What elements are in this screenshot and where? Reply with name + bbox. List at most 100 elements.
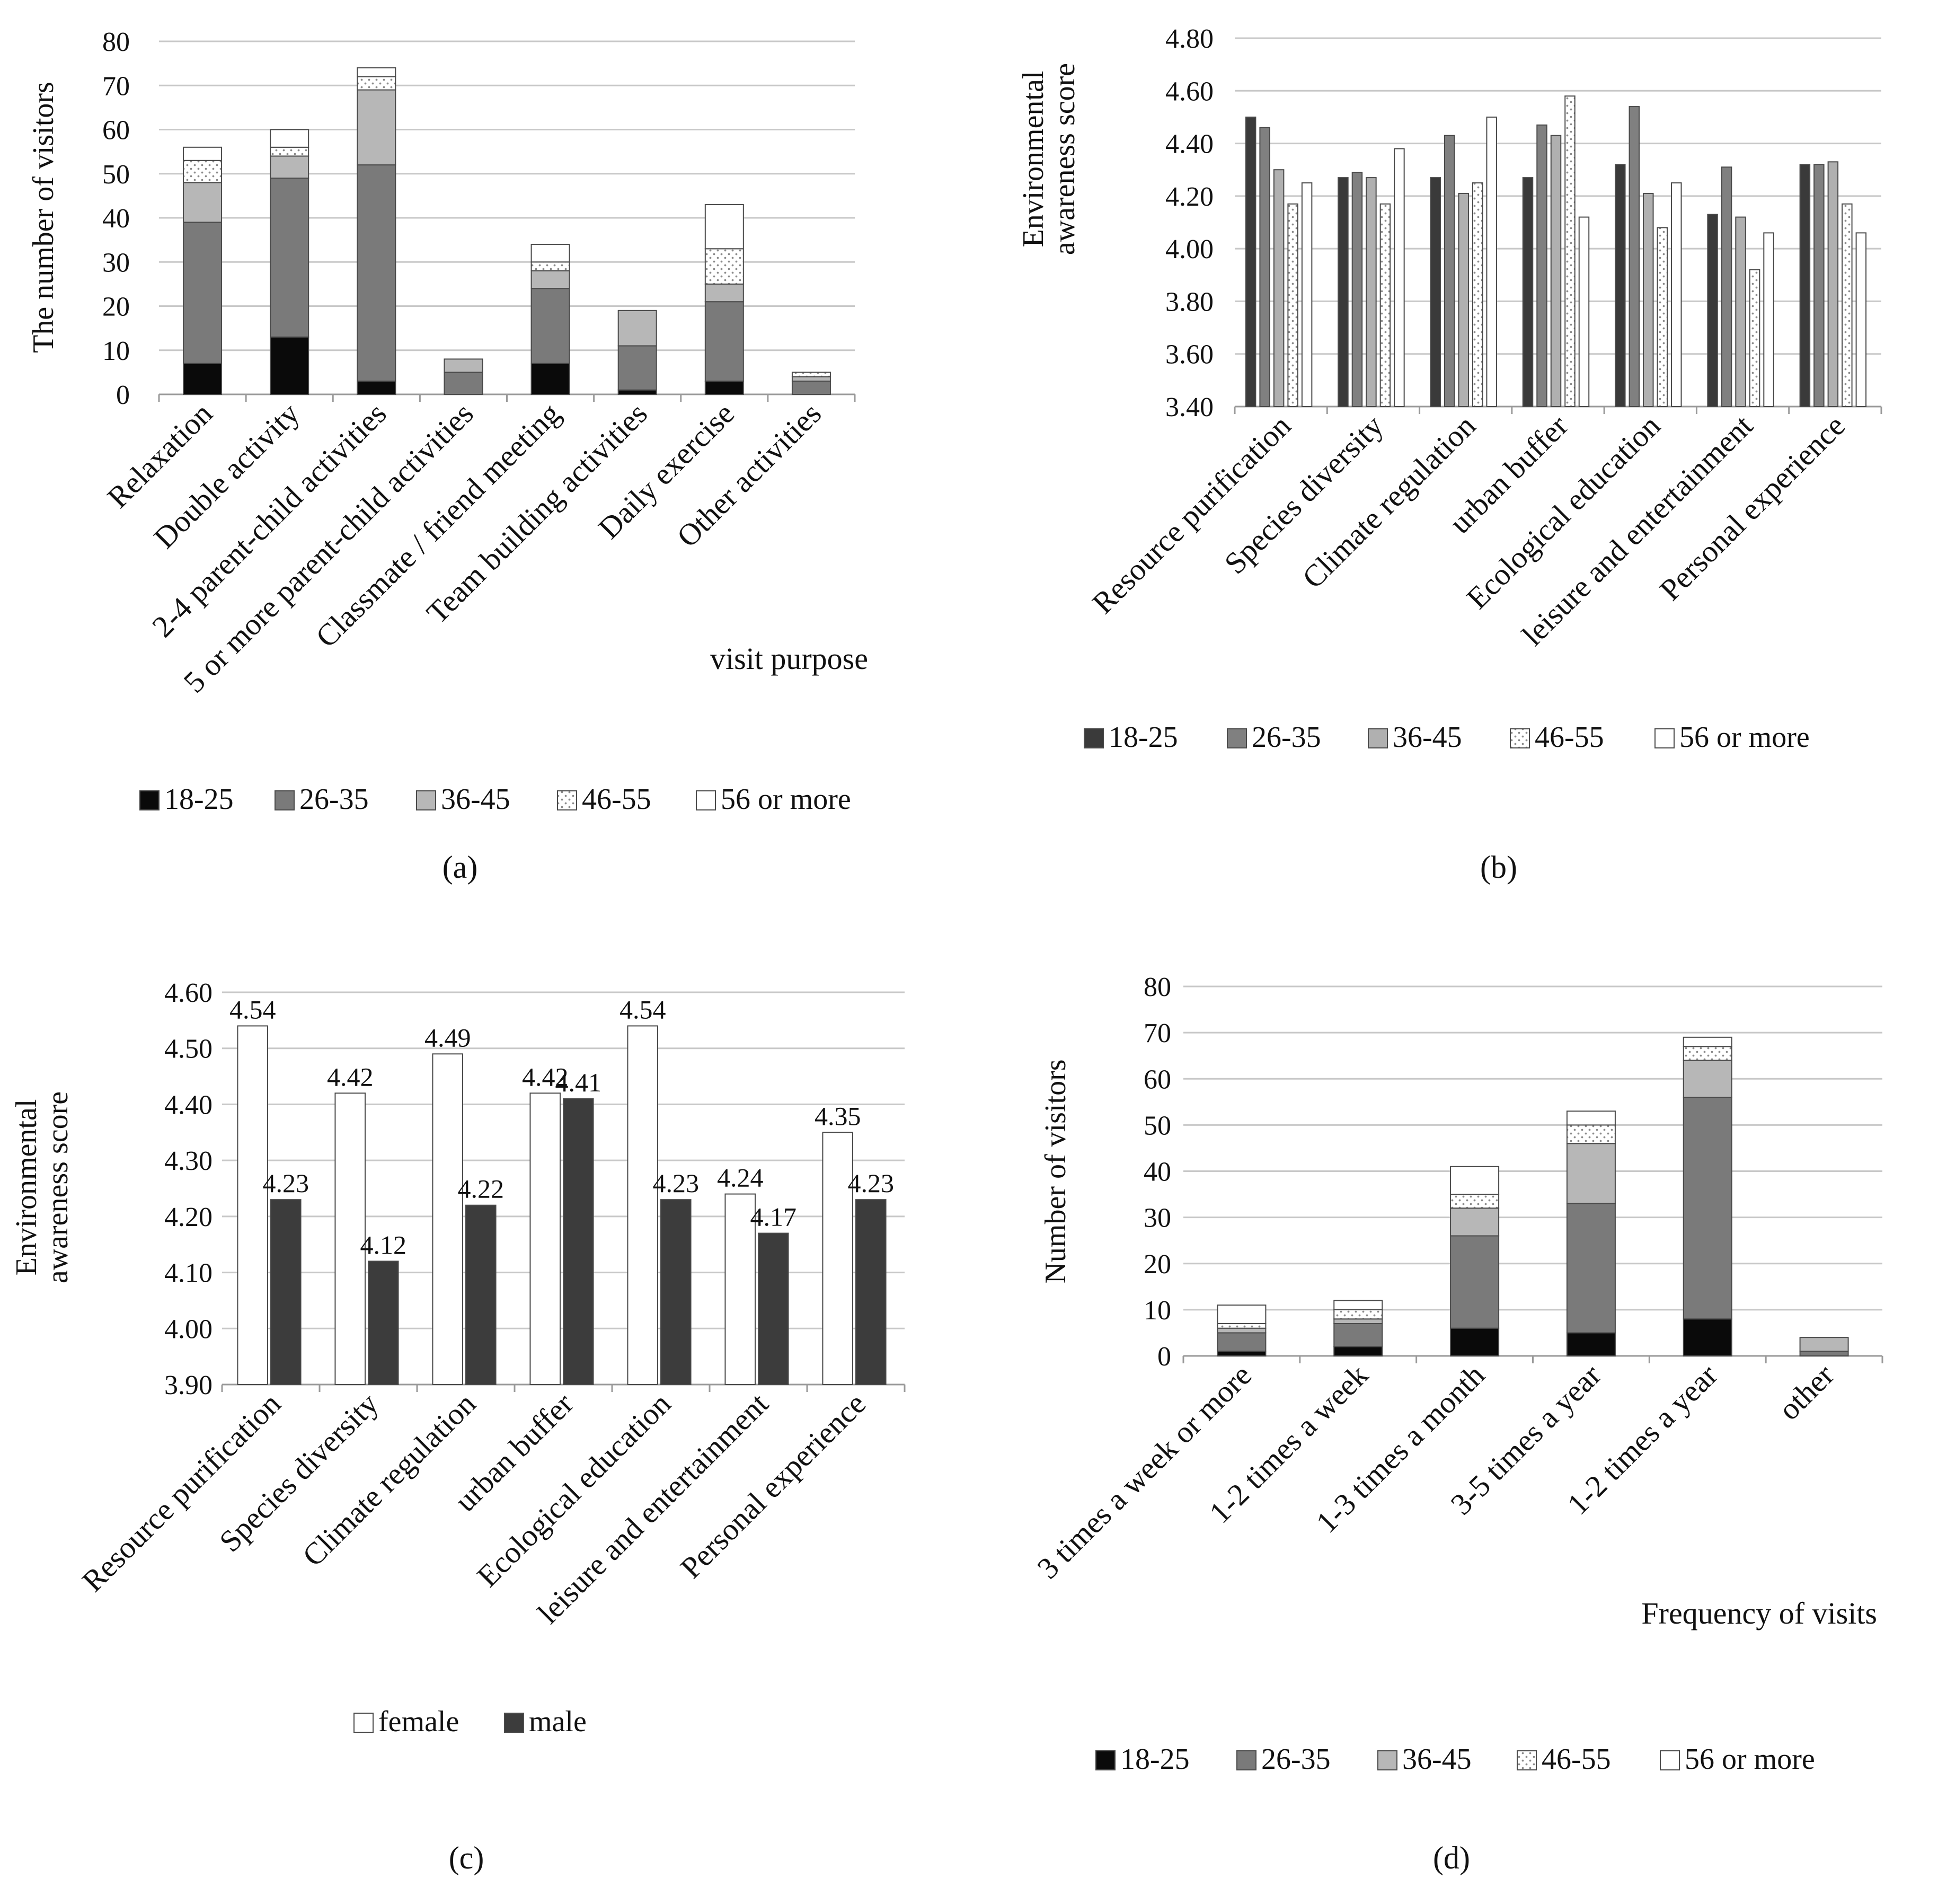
legend-swatch-36-45 bbox=[416, 790, 436, 810]
x-axis-label: visit purpose bbox=[710, 641, 868, 676]
data-label: 4.54 bbox=[229, 994, 276, 1024]
bar-36-45 bbox=[617, 310, 657, 347]
bar-36-45 bbox=[1799, 1337, 1849, 1352]
x-tick-label: 3 times a week or more bbox=[1030, 1358, 1258, 1585]
legend-swatch-56-or-more bbox=[1660, 1750, 1680, 1770]
y-tick-label: 10 bbox=[1144, 1295, 1171, 1326]
legend-swatch-26-35 bbox=[1236, 1750, 1256, 1770]
bar-26-35 bbox=[1333, 1323, 1383, 1347]
bar-46-55 bbox=[1657, 227, 1668, 407]
bar-56-or-more bbox=[1763, 232, 1774, 407]
bar-male bbox=[368, 1260, 399, 1385]
panel-label: (d) bbox=[1433, 1840, 1470, 1875]
y-tick-label: 4.00 bbox=[164, 1314, 213, 1344]
bar-male bbox=[855, 1199, 887, 1385]
bar-36-45 bbox=[1450, 1207, 1500, 1237]
legend-label: 56 or more bbox=[1685, 1743, 1815, 1776]
legend-label: 18-25 bbox=[1120, 1743, 1190, 1776]
y-tick-label: 4.40 bbox=[164, 1090, 213, 1120]
bar-18-25 bbox=[704, 381, 744, 395]
y-axis-label: Environmentalawareness score bbox=[10, 1091, 74, 1283]
legend-swatch-56-or-more bbox=[696, 790, 716, 810]
legend-swatch-46-55 bbox=[1510, 728, 1530, 748]
bar-18-25 bbox=[617, 389, 657, 395]
legend-label: 18-25 bbox=[1109, 721, 1178, 754]
y-axis-label: Environmentalawareness score bbox=[1017, 63, 1081, 255]
bar-46-55 bbox=[183, 160, 223, 183]
legend-swatch-36-45 bbox=[1377, 1750, 1397, 1770]
bar-18-25 bbox=[1217, 1351, 1267, 1357]
data-label: 4.35 bbox=[815, 1101, 861, 1131]
y-tick-label: 4.60 bbox=[164, 978, 213, 1008]
data-label: 4.12 bbox=[360, 1230, 407, 1259]
bar-26-35 bbox=[1351, 172, 1363, 407]
bar-46-55 bbox=[530, 261, 570, 271]
bar-female bbox=[822, 1132, 853, 1385]
bar-56-or-more bbox=[357, 67, 396, 77]
bar-18-25 bbox=[1566, 1332, 1616, 1356]
y-tick-label: 20 bbox=[1144, 1249, 1171, 1280]
y-tick-label: 50 bbox=[102, 160, 130, 190]
legend-label: female bbox=[378, 1705, 459, 1738]
bar-56-or-more bbox=[1301, 182, 1313, 407]
bar-36-45 bbox=[357, 89, 396, 166]
data-label: 4.42 bbox=[522, 1062, 569, 1091]
legend-swatch-male bbox=[504, 1713, 524, 1733]
data-label: 4.24 bbox=[717, 1163, 764, 1193]
y-tick-label: 4.50 bbox=[164, 1034, 213, 1064]
x-tick-label: Climate regulation bbox=[296, 1386, 482, 1573]
bar-female bbox=[334, 1092, 366, 1385]
legend-label: 56 or more bbox=[1679, 721, 1810, 754]
y-tick-label: 10 bbox=[102, 336, 130, 366]
bar-56-or-more bbox=[183, 146, 223, 161]
legend-label: 36-45 bbox=[1402, 1743, 1472, 1776]
y-axis-label: The number of visitors bbox=[27, 82, 60, 353]
bar-46-55 bbox=[357, 76, 396, 91]
bar-female bbox=[627, 1025, 658, 1385]
y-tick-label: 50 bbox=[1144, 1110, 1171, 1141]
bar-18-25 bbox=[1245, 116, 1256, 407]
legend-swatch-36-45 bbox=[1368, 728, 1388, 748]
bar-26-35 bbox=[444, 372, 483, 395]
bar-36-45 bbox=[1458, 192, 1469, 407]
bar-56-or-more bbox=[270, 129, 309, 148]
bar-18-25 bbox=[530, 363, 570, 395]
legend-label: 26-35 bbox=[299, 783, 369, 816]
y-tick-label: 4.20 bbox=[1165, 182, 1214, 212]
bar-female bbox=[237, 1025, 269, 1385]
y-tick-label: 80 bbox=[1144, 972, 1171, 1002]
bar-46-55 bbox=[1287, 203, 1298, 407]
y-tick-label: 4.00 bbox=[1165, 234, 1214, 265]
bar-18-25 bbox=[183, 363, 223, 395]
bar-46-55 bbox=[1217, 1323, 1267, 1329]
panel-label: (c) bbox=[449, 1840, 484, 1875]
bar-46-55 bbox=[1842, 203, 1853, 407]
bar-26-35 bbox=[1259, 127, 1270, 408]
bar-46-55 bbox=[1683, 1046, 1732, 1061]
bar-male bbox=[465, 1204, 497, 1386]
bar-56-or-more bbox=[704, 204, 744, 250]
y-tick-label: 4.60 bbox=[1165, 76, 1214, 107]
bar-male bbox=[758, 1232, 789, 1386]
bar-male bbox=[660, 1199, 692, 1385]
legend-label: 56 or more bbox=[721, 783, 851, 816]
legend-label: 46-55 bbox=[1542, 1743, 1611, 1776]
bar-46-55 bbox=[791, 372, 831, 377]
bar-26-35 bbox=[530, 288, 570, 364]
bar-26-35 bbox=[183, 222, 223, 364]
bar-26-35 bbox=[1799, 1351, 1849, 1357]
bar-46-55 bbox=[1749, 269, 1760, 407]
y-tick-label: 4.80 bbox=[1165, 24, 1214, 54]
legend-swatch-56-or-more bbox=[1654, 728, 1675, 748]
bar-46-55 bbox=[270, 146, 309, 157]
bar-18-25 bbox=[1707, 214, 1718, 407]
legend-swatch-18-25 bbox=[1084, 728, 1104, 748]
bar-18-25 bbox=[1338, 177, 1349, 407]
bar-46-55 bbox=[1566, 1124, 1616, 1144]
legend-swatch-46-55 bbox=[1517, 1750, 1537, 1770]
y-tick-label: 0 bbox=[1157, 1342, 1171, 1372]
bar-56-or-more bbox=[1855, 232, 1867, 407]
bar-36-45 bbox=[704, 283, 744, 303]
data-label: 4.17 bbox=[750, 1202, 797, 1232]
